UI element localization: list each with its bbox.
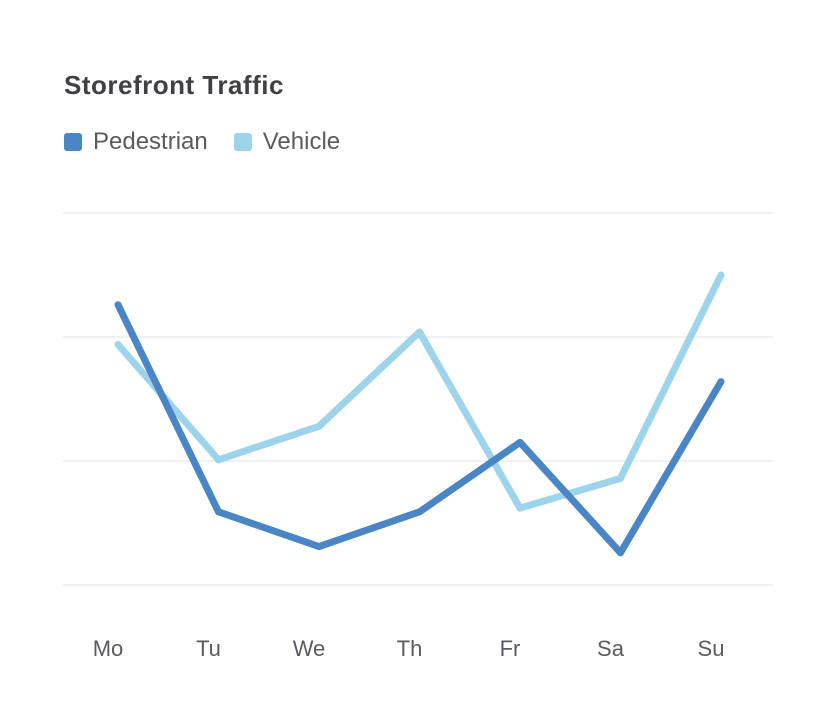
x-tick-label: Sa [597,636,625,661]
data-point-pedestrian[interactable] [315,543,323,551]
x-tick-label: We [293,636,326,661]
data-point-vehicle[interactable] [315,422,323,430]
chart-title: Storefront Traffic [64,70,284,100]
data-point-vehicle[interactable] [215,456,222,464]
data-point-pedestrian[interactable] [617,549,624,557]
legend-item-pedestrian[interactable]: Pedestrian [64,128,208,156]
chart-legend: Pedestrian Vehicle [64,128,340,156]
legend-swatch-vehicle [233,133,252,151]
legend-label-vehicle: Vehicle [262,128,341,155]
data-point-pedestrian[interactable] [114,301,122,309]
x-tick-label: Tu [196,636,221,661]
data-point-pedestrian[interactable] [416,508,423,516]
data-point-vehicle[interactable] [516,504,524,512]
x-tick-label: Th [397,636,423,661]
data-point-pedestrian[interactable] [717,378,725,386]
legend-item-vehicle[interactable]: Vehicle [233,128,341,156]
series-line-pedestrian[interactable] [114,303,725,557]
legend-swatch-pedestrian [64,133,82,151]
series-line-vehicle[interactable] [115,273,725,512]
data-point-vehicle[interactable] [617,474,624,482]
legend-label-pedestrian: Pedestrian [93,128,208,155]
x-tick-label: Su [698,636,725,661]
data-point-vehicle[interactable] [114,340,122,348]
data-point-pedestrian[interactable] [516,438,524,446]
x-tick-label: Mo [93,636,124,661]
data-point-vehicle[interactable] [416,328,423,336]
data-point-pedestrian[interactable] [215,508,222,516]
data-point-vehicle[interactable] [717,271,725,279]
x-tick-label: Fr [500,636,521,661]
